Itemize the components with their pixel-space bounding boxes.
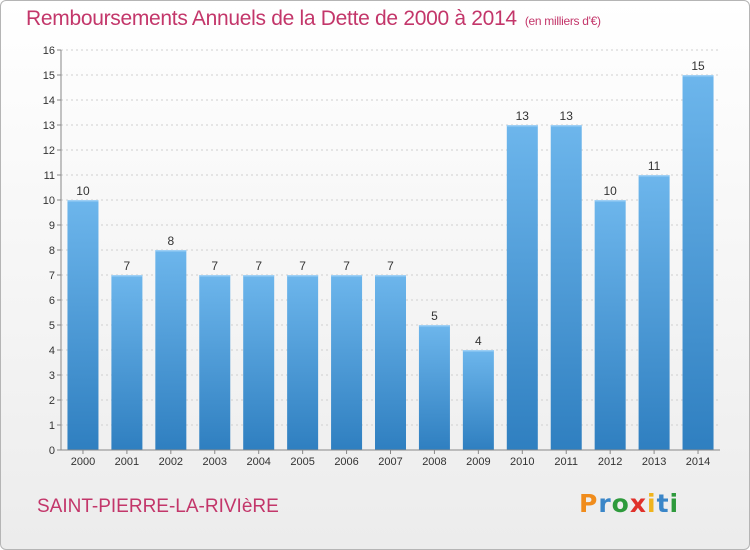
value-label: 7 — [299, 259, 306, 273]
bar-highlight — [155, 250, 187, 252]
bar-highlight — [682, 75, 714, 77]
bar-highlight — [243, 275, 275, 277]
y-tick-label: 2 — [49, 395, 55, 407]
bar-2013 — [638, 175, 670, 450]
x-tick-label: 2010 — [510, 456, 534, 468]
bar-2001 — [111, 275, 143, 450]
y-tick-label: 1 — [49, 420, 55, 432]
bar-highlight — [331, 275, 363, 277]
x-tick-label: 2001 — [115, 456, 139, 468]
value-label: 10 — [76, 184, 90, 198]
y-tick-label: 3 — [49, 370, 55, 382]
x-tick-label: 2004 — [246, 456, 270, 468]
y-tick-label: 7 — [49, 270, 55, 282]
bar-highlight — [594, 200, 626, 202]
bar-2014 — [682, 75, 714, 450]
y-tick-label: 11 — [44, 170, 55, 182]
y-tick-label: 15 — [43, 70, 55, 82]
proxiti-logo: Proxiti — [579, 489, 679, 518]
commune-name: SAINT-PIERRE-LA-RIVIèRE — [37, 496, 279, 517]
x-tick-label: 2014 — [686, 456, 710, 468]
x-tick-label: 2009 — [466, 456, 490, 468]
x-tick-label: 2002 — [159, 456, 183, 468]
value-label: 7 — [255, 259, 262, 273]
chart-title: Remboursements Annuels de la Dette de 20… — [26, 7, 601, 31]
bar-2002 — [155, 250, 187, 450]
labels: 0123456789101112131415161020007200182002… — [43, 45, 711, 468]
bar-highlight — [375, 275, 406, 277]
unit-label: (en milliers d'€) — [524, 14, 601, 28]
value-label: 8 — [167, 234, 174, 248]
y-tick-label: 0 — [49, 445, 55, 457]
bar-2003 — [199, 275, 231, 450]
value-label: 10 — [603, 184, 617, 198]
bar-2011 — [550, 125, 582, 450]
bar-2010 — [506, 125, 538, 450]
value-label: 7 — [211, 259, 218, 273]
value-label: 7 — [343, 259, 350, 273]
bar-highlight — [462, 350, 494, 352]
x-tick-label: 2003 — [203, 456, 227, 468]
x-tick-label: 2006 — [334, 456, 358, 468]
x-tick-label: 2000 — [71, 456, 95, 468]
bar-2008 — [418, 325, 450, 450]
bar-highlight — [199, 275, 231, 277]
value-label: 11 — [648, 159, 661, 173]
bar-highlight — [287, 275, 319, 277]
bar-2006 — [331, 275, 363, 450]
x-tick-label: 2008 — [422, 456, 446, 468]
axes — [57, 49, 720, 454]
y-tick-label: 4 — [49, 345, 55, 357]
value-label: 13 — [560, 109, 574, 123]
y-tick-label: 5 — [49, 320, 55, 332]
bars — [67, 75, 714, 450]
logo-letter: P — [579, 489, 599, 518]
bar-2007 — [375, 275, 406, 450]
y-tick-label: 9 — [49, 220, 55, 232]
y-tick-label: 12 — [43, 145, 55, 157]
title-text: Remboursements Annuels de la Dette de 20… — [26, 7, 517, 30]
bar-highlight — [550, 125, 582, 127]
y-tick-label: 14 — [43, 95, 55, 107]
bar-2000 — [67, 200, 99, 450]
x-tick-label: 2005 — [290, 456, 314, 468]
bar-highlight — [67, 200, 99, 202]
x-tick-label: 2011 — [554, 456, 578, 468]
bar-2012 — [594, 200, 626, 450]
value-label: 15 — [691, 59, 705, 73]
bar-highlight — [506, 125, 538, 127]
value-label: 4 — [475, 334, 482, 348]
bar-highlight — [111, 275, 143, 277]
x-tick-label: 2007 — [378, 456, 402, 468]
logo-letter: x — [629, 489, 647, 518]
bar-highlight — [638, 175, 670, 177]
bar-highlight — [418, 325, 450, 327]
value-label: 5 — [431, 309, 438, 323]
logo-letter: r — [598, 489, 612, 518]
bar-2009 — [462, 350, 494, 450]
x-tick-label: 2013 — [642, 456, 666, 468]
logo-letter: i — [647, 489, 657, 518]
bar-2004 — [243, 275, 275, 450]
y-tick-label: 10 — [43, 195, 55, 207]
y-tick-label: 13 — [43, 120, 55, 132]
x-tick-label: 2012 — [598, 456, 622, 468]
y-tick-label: 8 — [49, 245, 55, 257]
bar-2005 — [287, 275, 319, 450]
y-tick-label: 6 — [49, 295, 55, 307]
logo-letter: o — [611, 489, 630, 518]
y-tick-label: 16 — [43, 45, 55, 57]
value-label: 7 — [387, 259, 394, 273]
value-label: 13 — [516, 109, 530, 123]
logo-letter: i — [669, 489, 680, 518]
value-label: 7 — [124, 259, 131, 273]
logo-letter: t — [656, 489, 670, 518]
